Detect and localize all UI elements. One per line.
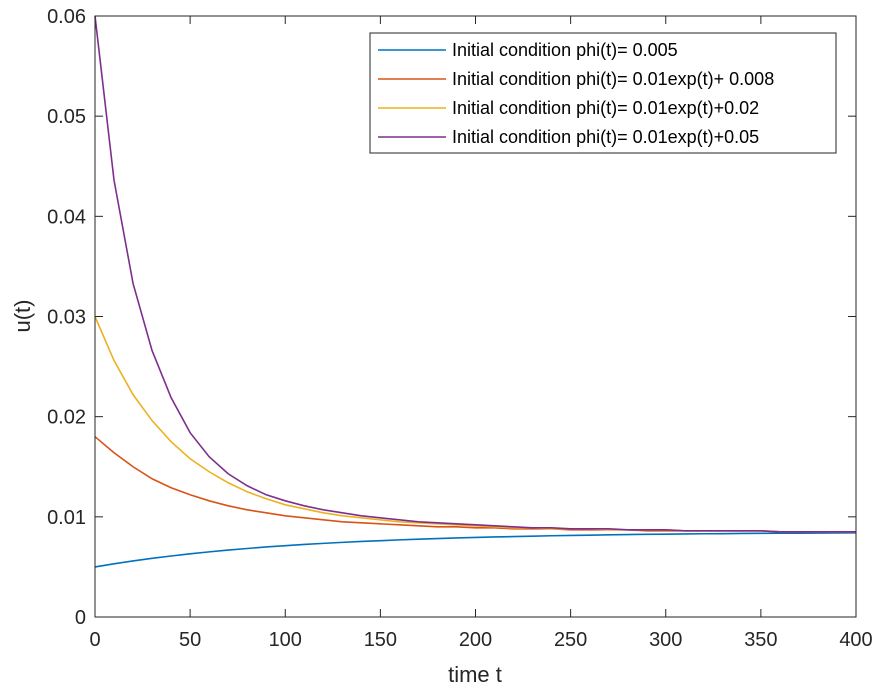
legend-label-1: Initial condition phi(t)= 0.005 — [452, 40, 678, 60]
legend-label-2: Initial condition phi(t)= 0.01exp(t)+ 0.… — [452, 69, 774, 89]
x-tick-label: 300 — [649, 629, 682, 651]
x-tick-label: 0 — [89, 629, 100, 651]
y-tick-label: 0.01 — [47, 507, 86, 529]
x-tick-label: 150 — [364, 629, 397, 651]
y-tick-label: 0.05 — [47, 106, 86, 128]
x-axis-title: time t — [448, 662, 502, 687]
legend-items: Initial condition phi(t)= 0.005 Initial c… — [378, 40, 774, 147]
x-tick-label: 350 — [744, 629, 777, 651]
tick-labels: 0 50 100 150 200 250 300 350 400 0 0.01 0.02 0.03 0.0… — [47, 6, 873, 651]
y-tick-label: 0.03 — [47, 307, 86, 329]
legend-label-4: Initial condition phi(t)= 0.01exp(t)+0.0… — [452, 127, 759, 147]
series-line-1 — [94, 532, 857, 568]
y-tick-label: 0.04 — [47, 206, 86, 228]
series-layer — [94, 15, 857, 568]
series-line-4 — [94, 15, 856, 533]
y-tick-label: 0 — [75, 607, 86, 629]
x-tick-label: 100 — [269, 629, 302, 651]
legend-label-3: Initial condition phi(t)= 0.01exp(t)+0.0… — [452, 98, 759, 118]
y-tick-label: 0.06 — [47, 6, 86, 28]
x-tick-label: 50 — [179, 629, 201, 651]
x-tick-label: 400 — [839, 629, 872, 651]
y-tick-label: 0.02 — [47, 407, 86, 429]
legend: Initial condition phi(t)= 0.005 Initial c… — [369, 32, 837, 154]
x-tick-label: 250 — [554, 629, 587, 651]
y-axis-title: u(t) — [10, 300, 35, 333]
legend-box — [369, 32, 837, 154]
axes-layer — [94, 15, 857, 618]
x-tick-label: 200 — [459, 629, 492, 651]
